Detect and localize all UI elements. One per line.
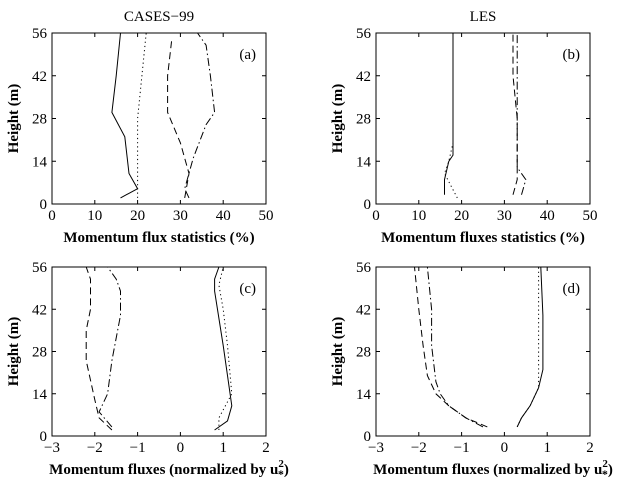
y-tick-label: 56: [32, 260, 48, 276]
x-tick-label: −1: [454, 440, 470, 456]
panel-label: (d): [563, 281, 581, 297]
x-axis-label: Momentum fluxes (normalized by u2 *): [49, 458, 289, 481]
x-tick-label: −3: [368, 440, 384, 456]
plot-frame: [375, 32, 591, 205]
x-tick-label: 40: [216, 208, 231, 224]
panel-b: 0 10 20 30 40 50 0 14 28 42 56 (b) LES Height (m) Mome…: [330, 9, 598, 246]
series-line-dashed: [414, 266, 488, 428]
series-line-solid: [214, 266, 233, 431]
x-axis-label-subscript: *: [278, 467, 284, 481]
y-tick-label: 0: [364, 429, 372, 445]
y-axis-label: Height (m): [6, 317, 22, 387]
x-tick-label: 30: [173, 208, 188, 224]
panel-title: LES: [470, 9, 497, 25]
x-tick-label: −2: [411, 440, 427, 456]
x-axis-label-main: Momentum fluxes (normalized by u: [49, 462, 278, 478]
x-tick-label: 10: [411, 208, 426, 224]
x-tick-label: 2: [586, 440, 594, 456]
x-tick-label: 0: [372, 208, 380, 224]
x-axis-label-end: ): [608, 462, 613, 478]
plot-frame: [51, 266, 267, 437]
y-tick-label: 14: [32, 154, 48, 170]
x-axis-label-subscript: *: [602, 467, 608, 481]
x-tick-label: 10: [87, 208, 102, 224]
x-axis-label: Momentum fluxes (normalized by u2 *): [373, 458, 613, 481]
y-axis-label: Height (m): [330, 317, 346, 387]
series-line-dashed: [512, 33, 518, 195]
series-line-solid: [111, 32, 139, 199]
y-tick-label: 56: [356, 260, 372, 276]
series-line-solid: [444, 33, 454, 195]
x-tick-label: 2: [262, 440, 270, 456]
series-line-dashed: [85, 266, 113, 431]
x-tick-label: −2: [87, 440, 103, 456]
y-tick-label: 14: [356, 154, 372, 170]
series-line-dotted: [516, 267, 540, 428]
y-tick-label: 0: [364, 197, 372, 213]
x-tick-label: 30: [497, 208, 512, 224]
y-tick-label: 42: [356, 69, 371, 85]
panel-label: (a): [239, 47, 256, 63]
x-axis-label-main: Momentum fluxes (normalized by u: [373, 462, 602, 478]
series-line-dashdot: [426, 266, 484, 428]
series-line-solid: [516, 266, 544, 428]
x-tick-label: 50: [259, 208, 274, 224]
y-axis-label: Height (m): [6, 84, 22, 154]
x-axis-label-superscript: 2: [278, 458, 284, 470]
y-tick-label: 0: [40, 197, 48, 213]
x-axis-label-superscript: 2: [602, 458, 608, 470]
series-line-dashed: [167, 39, 190, 198]
x-tick-label: −3: [44, 440, 60, 456]
x-axis-label: Momentum flux statistics (%): [63, 230, 254, 246]
series-line-dotted: [137, 32, 147, 198]
y-tick-label: 42: [356, 302, 371, 318]
x-tick-label: 1: [543, 440, 551, 456]
x-axis-label-end: ): [284, 462, 289, 478]
panel-d: −3 −2 −1 0 1 2 0 14 28 42 56 (d) Height (m) Momentum …: [330, 260, 613, 481]
series-line-dashdot: [184, 32, 216, 199]
y-tick-label: 28: [356, 345, 371, 361]
x-tick-label: 20: [454, 208, 469, 224]
y-tick-label: 42: [32, 69, 47, 85]
x-tick-label: −1: [130, 440, 146, 456]
x-tick-label: 20: [130, 208, 145, 224]
x-axis-label: Momentum fluxes statistics (%): [381, 230, 585, 246]
panel-title: CASES−99: [124, 9, 194, 25]
x-tick-label: 50: [583, 208, 598, 224]
panel-a: 0 10 20 30 40 50 0 14 28 42 56 (a) CASES−99 Height (m…: [6, 9, 274, 246]
plot-frame: [375, 266, 591, 437]
y-tick-label: 28: [32, 345, 47, 361]
y-tick-label: 28: [32, 112, 47, 128]
x-tick-label: 0: [48, 208, 56, 224]
panel-c: −3 −2 −1 0 1 2 0 14 28 42 56 (c) Height (m) Momentum …: [6, 260, 289, 481]
panel-label: (c): [239, 281, 256, 297]
panel-label: (b): [563, 47, 581, 63]
series-line-dashdot: [516, 33, 527, 195]
x-tick-label: 0: [501, 440, 509, 456]
x-tick-label: 1: [219, 440, 227, 456]
series-line-dashdot: [98, 266, 121, 428]
plot-frame: [51, 32, 267, 205]
y-tick-label: 14: [32, 387, 48, 403]
y-tick-label: 14: [356, 387, 372, 403]
series-line-dotted: [218, 266, 233, 430]
y-tick-label: 56: [356, 26, 372, 42]
y-tick-label: 28: [356, 112, 371, 128]
x-tick-label: 40: [540, 208, 555, 224]
y-tick-label: 56: [32, 26, 48, 42]
x-tick-label: 0: [177, 440, 185, 456]
y-axis-label: Height (m): [330, 84, 346, 154]
y-tick-label: 42: [32, 302, 47, 318]
y-tick-label: 0: [40, 429, 48, 445]
